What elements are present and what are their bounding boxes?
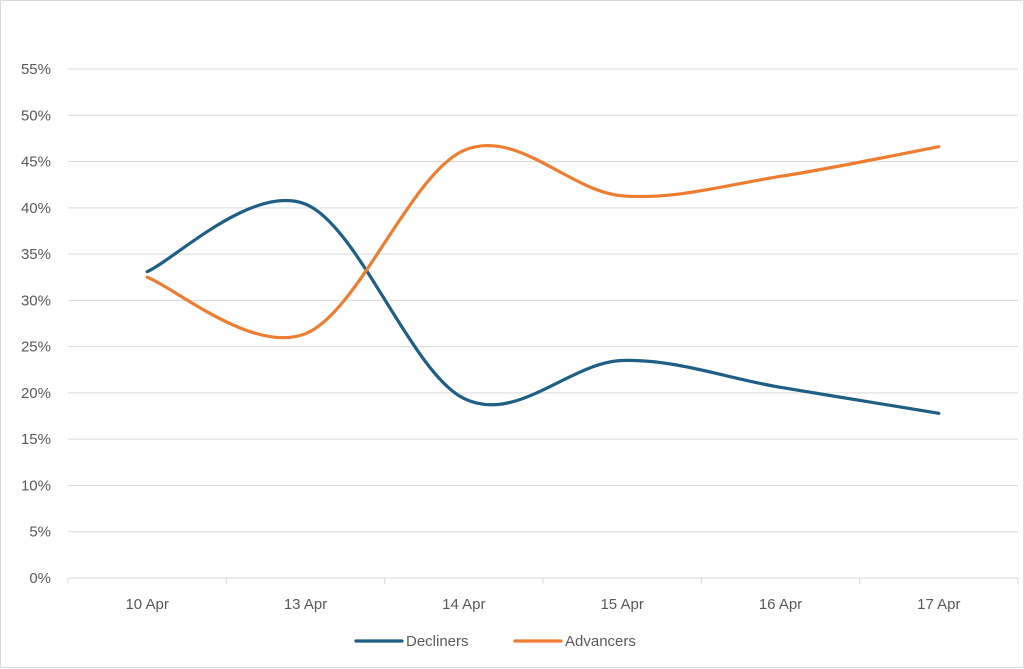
series-lines — [145, 143, 941, 415]
x-axis-tick-labels: 10 Apr 13 Apr 14 Apr 15 Apr 16 Apr 17 Apr — [125, 596, 960, 613]
y-tick-label: 15% — [21, 431, 51, 448]
y-tick-label: 30% — [21, 292, 51, 309]
series-line-advancers — [145, 143, 941, 340]
series-line-decliners — [145, 198, 941, 415]
x-tick-label: 14 Apr — [442, 596, 485, 613]
y-tick-label: 45% — [21, 154, 51, 171]
y-tick-label: 50% — [21, 107, 51, 124]
y-tick-label: 5% — [29, 524, 51, 541]
x-axis — [67, 577, 1019, 584]
y-tick-label: 0% — [29, 570, 51, 587]
legend-label-advancers: Advancers — [565, 633, 636, 650]
y-tick-label: 40% — [21, 200, 51, 217]
x-tick-label: 15 Apr — [600, 596, 643, 613]
x-tick-label: 16 Apr — [759, 596, 802, 613]
gridlines — [68, 68, 1018, 533]
y-tick-label: 35% — [21, 246, 51, 263]
legend-label-decliners: Decliners — [406, 633, 469, 650]
y-tick-label: 10% — [21, 477, 51, 494]
x-tick-label: 13 Apr — [284, 596, 327, 613]
y-tick-label: 20% — [21, 385, 51, 402]
x-tick-label: 10 Apr — [125, 596, 168, 613]
x-tick-label: 17 Apr — [917, 596, 960, 613]
y-tick-label: 25% — [21, 339, 51, 356]
y-axis-tick-labels: 0% 5% 10% 15% 20% 25% 30% 35% 40% 45% 50% 55% — [21, 61, 51, 587]
y-tick-label: 55% — [21, 61, 51, 78]
legend: Decliners Advancers — [354, 633, 636, 650]
